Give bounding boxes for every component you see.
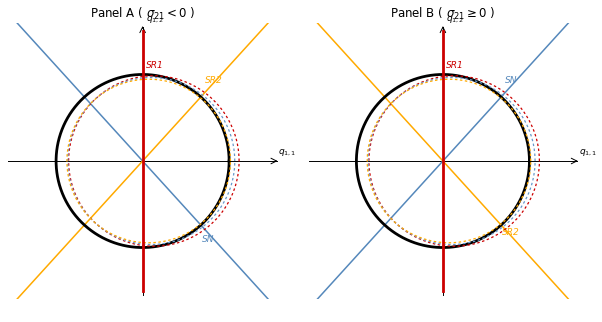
Title: Panel A ( $\sigma_{21} < 0$ ): Panel A ( $\sigma_{21} < 0$ ): [90, 6, 196, 23]
Text: SR2: SR2: [501, 229, 520, 238]
Text: SR1: SR1: [446, 61, 464, 70]
Text: SR1: SR1: [146, 61, 164, 70]
Text: SN: SN: [202, 234, 214, 243]
Text: $q_{1,1}$: $q_{1,1}$: [279, 147, 297, 157]
Text: $q_{1,1}$: $q_{1,1}$: [579, 147, 597, 157]
Text: SR2: SR2: [205, 76, 223, 85]
Text: $q_{1,2}$: $q_{1,2}$: [446, 14, 465, 25]
Text: $q_{1,2}$: $q_{1,2}$: [146, 14, 164, 25]
Title: Panel B ( $\sigma_{21} \geq 0$ ): Panel B ( $\sigma_{21} \geq 0$ ): [390, 6, 495, 23]
Text: SN: SN: [505, 76, 518, 85]
